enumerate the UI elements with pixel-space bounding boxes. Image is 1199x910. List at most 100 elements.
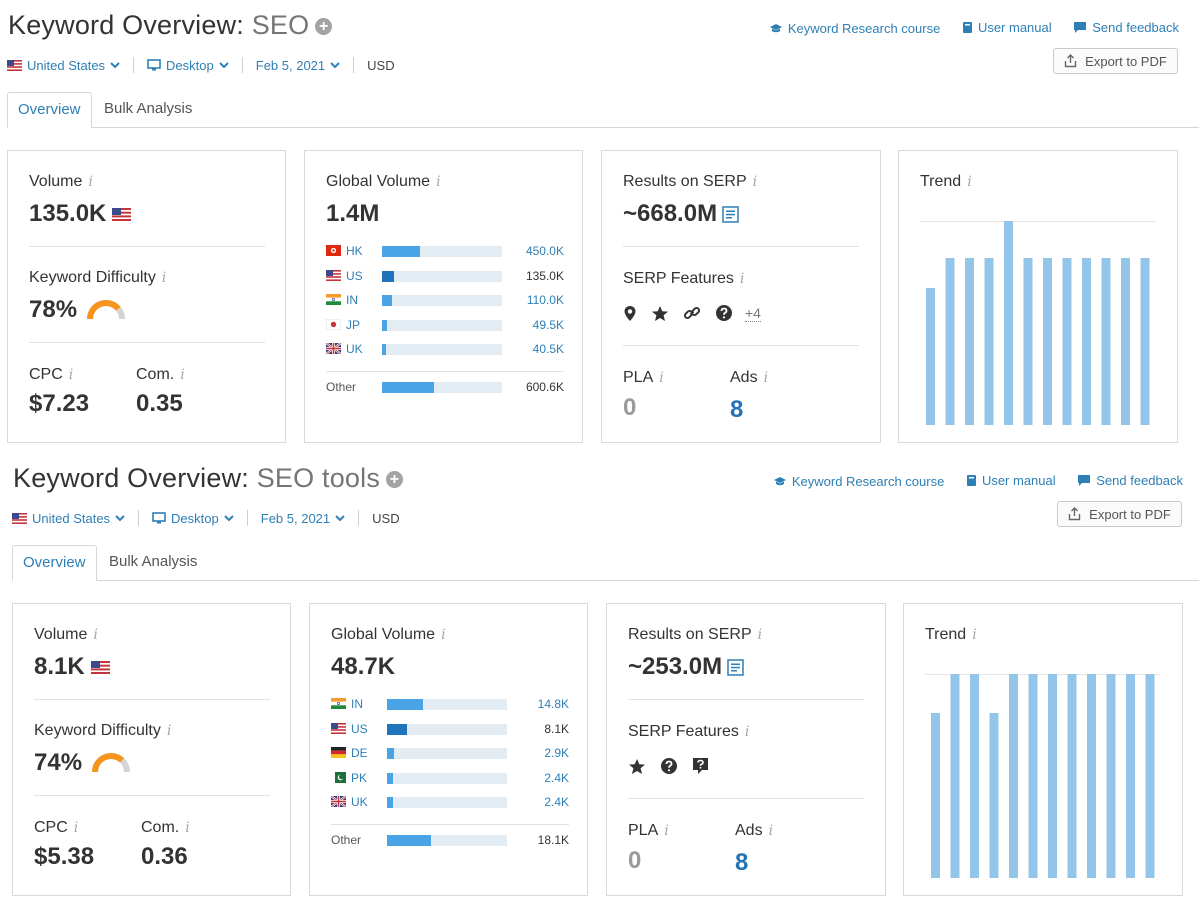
country-code[interactable]: DE <box>351 746 368 760</box>
info-icon[interactable]: i <box>752 174 758 190</box>
country-code[interactable]: IN <box>346 293 358 307</box>
country-code[interactable]: IN <box>351 697 363 711</box>
keyword-course-link[interactable]: Keyword Research course <box>769 21 940 36</box>
user-manual-link[interactable]: User manual <box>966 473 1056 488</box>
export-pdf-button[interactable]: Export to PDF <box>1057 501 1182 527</box>
country-code[interactable]: UK <box>351 795 368 809</box>
ads-value[interactable]: 8 <box>730 396 744 423</box>
trend-bar[interactable] <box>984 258 994 425</box>
info-icon[interactable]: i <box>88 174 93 190</box>
country-volume-value[interactable]: 2.4K <box>544 795 569 809</box>
country-volume-value[interactable]: 2.4K <box>544 770 569 785</box>
country-dropdown[interactable]: United States <box>12 511 125 526</box>
question-icon[interactable] <box>715 304 733 322</box>
trend-bar[interactable] <box>1140 258 1150 425</box>
date-dropdown[interactable]: Feb 5, 2021 <box>261 511 345 526</box>
trend-bar[interactable] <box>1101 258 1111 425</box>
country-row-uk[interactable]: UK 40.5K <box>325 341 564 357</box>
country-code[interactable]: JP <box>346 317 361 332</box>
info-icon[interactable]: i <box>757 627 763 643</box>
country-code[interactable]: US <box>346 268 363 283</box>
tab-bulk-analysis[interactable]: Bulk Analysis <box>104 100 193 117</box>
info-icon[interactable]: i <box>768 823 774 839</box>
trend-bar[interactable] <box>931 713 940 878</box>
country-volume-value[interactable]: 14.8K <box>537 697 569 711</box>
info-icon[interactable]: i <box>763 370 769 386</box>
trend-bar[interactable] <box>1009 674 1018 878</box>
user-manual-link[interactable]: User manual <box>962 20 1052 35</box>
date-dropdown[interactable]: Feb 5, 2021 <box>256 58 340 73</box>
info-icon[interactable]: i <box>664 823 669 839</box>
country-code[interactable]: HK <box>346 244 363 258</box>
info-icon[interactable]: i <box>436 174 441 190</box>
trend-bar[interactable] <box>950 674 960 878</box>
serp-snippet-icon[interactable] <box>722 205 739 223</box>
country-volume-value[interactable]: 49.5K <box>532 317 564 332</box>
country-row-de[interactable]: DE 2.9K <box>331 745 569 761</box>
serp-snippet-icon[interactable] <box>727 658 744 676</box>
country-code[interactable]: US <box>351 721 368 736</box>
send-feedback-link[interactable]: Send feedback <box>1077 473 1183 488</box>
info-icon[interactable]: i <box>739 271 745 287</box>
trend-bar[interactable] <box>1043 258 1052 425</box>
country-dropdown[interactable]: United States <box>7 58 120 73</box>
country-row-jp[interactable]: JP 49.5K <box>325 317 564 333</box>
country-row-pk[interactable]: PK 2.4K <box>331 770 569 786</box>
info-icon[interactable]: i <box>659 370 664 386</box>
trend-bar[interactable] <box>1082 258 1091 425</box>
device-dropdown[interactable]: Desktop <box>147 58 229 73</box>
link-icon[interactable] <box>683 304 701 322</box>
info-icon[interactable]: i <box>68 367 74 383</box>
info-icon[interactable]: i <box>967 174 972 190</box>
device-dropdown[interactable]: Desktop <box>152 511 234 526</box>
more-features-link[interactable]: +4 <box>745 304 761 322</box>
trend-bar[interactable] <box>1028 674 1038 878</box>
trend-bar[interactable] <box>945 258 955 425</box>
add-keyword-icon[interactable]: + <box>315 18 333 35</box>
country-row-in[interactable]: IN 14.8K <box>331 696 569 712</box>
trend-bar[interactable] <box>965 258 974 425</box>
trend-bar[interactable] <box>926 288 935 425</box>
country-row-hk[interactable]: HK 450.0K <box>326 243 564 259</box>
ads-value[interactable]: 8 <box>735 849 749 876</box>
info-icon[interactable]: i <box>73 820 79 836</box>
tab-overview[interactable]: Overview <box>7 92 92 128</box>
keyword-course-link[interactable]: Keyword Research course <box>773 474 944 489</box>
country-row-uk[interactable]: UK 2.4K <box>330 794 569 810</box>
info-icon[interactable]: i <box>180 367 185 383</box>
add-keyword-icon[interactable]: + <box>386 471 404 488</box>
info-icon[interactable]: i <box>972 627 977 643</box>
pin-icon[interactable] <box>623 305 637 322</box>
country-volume-value[interactable]: 450.0K <box>525 244 564 258</box>
country-volume-value[interactable]: 40.5K <box>532 342 564 356</box>
trend-bar[interactable] <box>1048 674 1057 878</box>
trend-bar[interactable] <box>1087 674 1096 878</box>
tab-bulk-analysis[interactable]: Bulk Analysis <box>109 553 198 570</box>
trend-bar[interactable] <box>1004 221 1013 425</box>
country-code[interactable]: PK <box>351 770 368 785</box>
trend-bar[interactable] <box>1145 674 1155 878</box>
info-icon[interactable]: i <box>166 723 172 739</box>
info-icon[interactable]: i <box>441 627 446 643</box>
country-row-us[interactable]: US 8.1K <box>331 721 569 737</box>
trend-bar[interactable] <box>1126 674 1135 878</box>
trend-bar[interactable] <box>1121 258 1130 425</box>
country-volume-value[interactable]: 2.9K <box>544 746 569 760</box>
info-icon[interactable]: i <box>185 820 190 836</box>
star-icon[interactable] <box>628 758 646 775</box>
trend-bar[interactable] <box>989 713 999 878</box>
trend-bar[interactable] <box>1023 258 1033 425</box>
trend-bar[interactable] <box>970 674 979 878</box>
star-icon[interactable] <box>651 305 669 322</box>
send-feedback-link[interactable]: Send feedback <box>1073 20 1179 35</box>
info-icon[interactable]: i <box>744 724 750 740</box>
country-code[interactable]: UK <box>346 342 363 356</box>
info-icon[interactable]: i <box>161 270 167 286</box>
info-icon[interactable]: i <box>93 627 98 643</box>
export-pdf-button[interactable]: Export to PDF <box>1053 48 1178 74</box>
trend-bar[interactable] <box>1106 674 1116 878</box>
country-volume-value[interactable]: 110.0K <box>526 293 564 307</box>
tab-overview[interactable]: Overview <box>12 545 97 581</box>
country-row-us[interactable]: US 135.0K <box>326 268 564 284</box>
faq-icon[interactable] <box>692 757 709 775</box>
